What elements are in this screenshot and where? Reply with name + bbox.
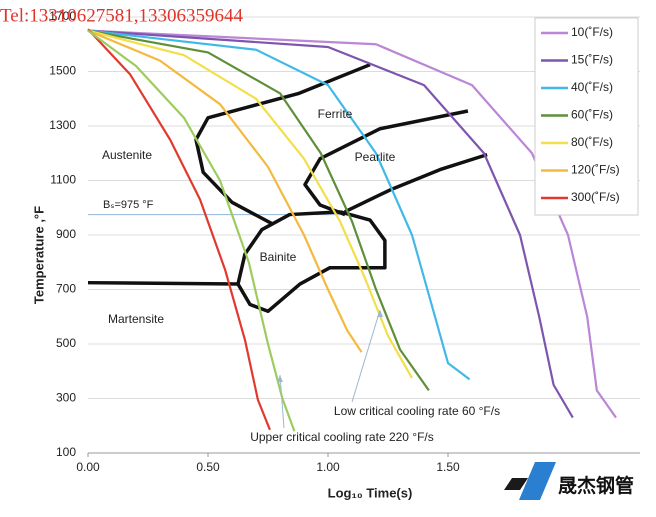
- cooling-curve: [87, 29, 574, 419]
- annotation: Martensite: [108, 312, 164, 326]
- y-tick-label: 500: [56, 336, 76, 350]
- legend-label: 60(˚F/s): [571, 108, 613, 122]
- annotation: Bainite: [260, 250, 297, 264]
- annotation: Pearlite: [355, 150, 396, 164]
- y-tick-label: 900: [56, 227, 76, 241]
- cooling-curve: [87, 29, 471, 381]
- y-axis-label: Temperature ,°F: [31, 206, 46, 304]
- phase-boundary: [236, 210, 387, 314]
- x-axis-label: Log₁₀ Time(s): [328, 485, 413, 500]
- arrow-head: [377, 310, 383, 317]
- legend-label: 10(˚F/s): [571, 25, 613, 39]
- logo-text: 晟杰钢管: [558, 474, 634, 497]
- annotation: Low critical cooling rate 60 °F/s: [334, 404, 500, 418]
- phase-boundary: [194, 63, 371, 226]
- phase-boundary: [87, 280, 239, 286]
- annotation: Bₛ=975 °F: [103, 199, 154, 211]
- legend-label: 120(˚F/s): [571, 163, 620, 177]
- logo-mark: [504, 462, 556, 500]
- legend-label: 80(˚F/s): [571, 135, 613, 149]
- y-tick-label: 1700: [49, 9, 76, 23]
- y-tick-label: 700: [56, 282, 76, 296]
- phase-boundary: [344, 152, 488, 214]
- x-tick-label: 0.50: [196, 460, 220, 474]
- legend-label: 40(˚F/s): [571, 80, 613, 94]
- y-tick-label: 1100: [50, 173, 76, 187]
- cooling-curve: [87, 29, 413, 379]
- legend-label: 15(˚F/s): [571, 53, 613, 67]
- arrow: [351, 309, 381, 403]
- cooling-curve: [87, 29, 363, 353]
- x-tick-label: 1.50: [436, 460, 460, 474]
- cooling-curve: [87, 29, 430, 391]
- y-tick-label: 100: [56, 445, 76, 459]
- x-tick-label: 0.00: [76, 460, 100, 474]
- watermark: Tel:13310627581,13306359644: [0, 5, 244, 26]
- annotation: Austenite: [102, 148, 152, 162]
- cooling-curve: [87, 29, 296, 432]
- y-tick-label: 300: [56, 391, 76, 405]
- annotation: Upper critical cooling rate 220 °F/s: [250, 430, 434, 444]
- cooling-curve: [87, 28, 271, 431]
- y-tick-label: 1300: [49, 118, 76, 132]
- y-tick-label: 1500: [49, 64, 76, 78]
- arrow-head: [277, 375, 283, 382]
- legend-label: 300(˚F/s): [571, 190, 620, 204]
- annotation: Ferrite: [318, 107, 353, 121]
- x-tick-label: 1.00: [316, 460, 340, 474]
- arrow: [279, 374, 285, 429]
